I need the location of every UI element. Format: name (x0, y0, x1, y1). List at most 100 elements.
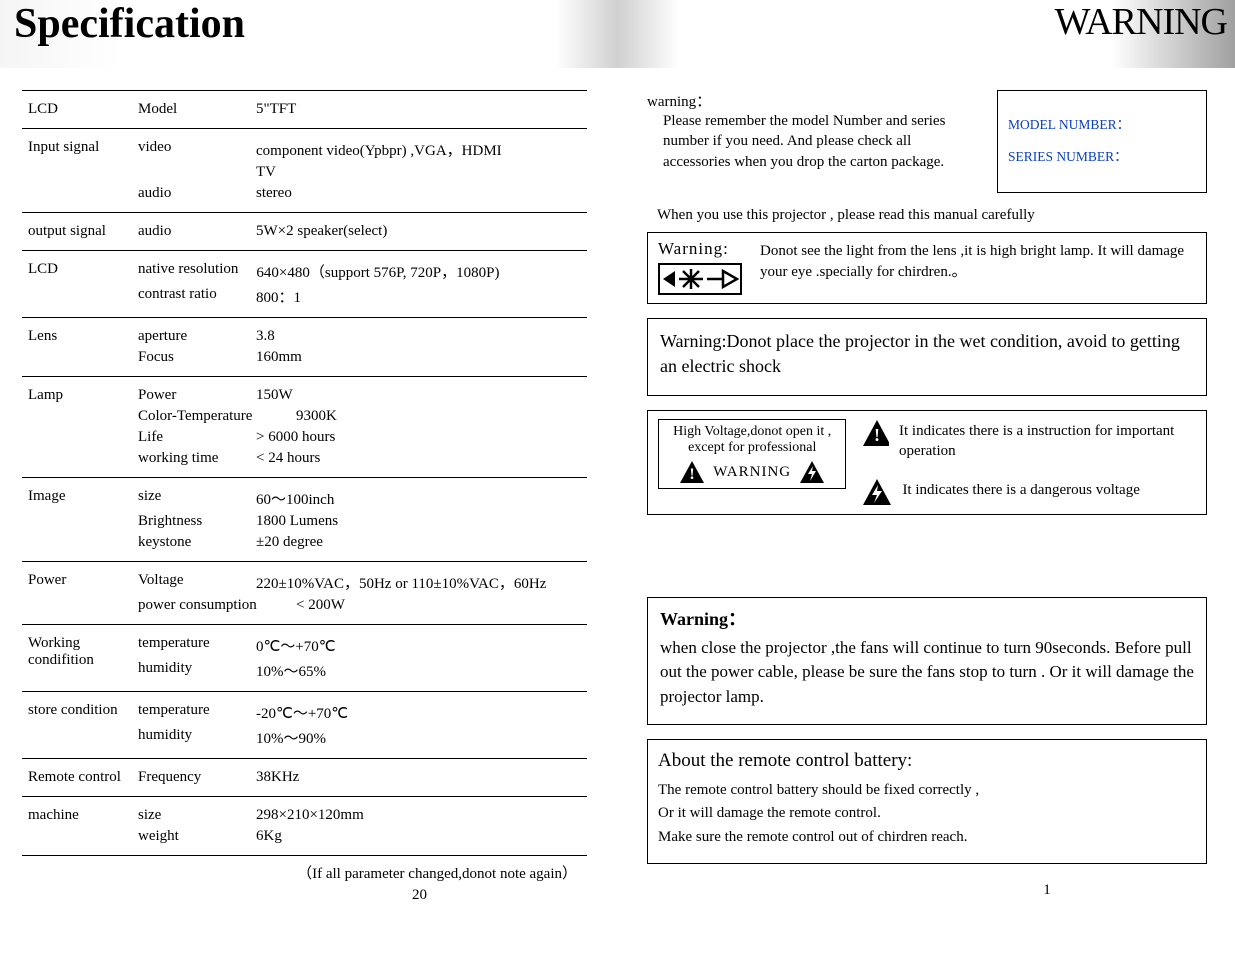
remote-battery-heading: About the remote control battery: (658, 746, 1196, 775)
exclamation-triangle-icon: ! (862, 419, 889, 447)
spec-attrs: aperture 3.8 Focus160mm (138, 328, 302, 366)
spec-attr-name: temperature (138, 702, 238, 723)
series-number-label: SERIES NUMBER： (1008, 141, 1196, 173)
exclamation-triangle-icon: ! (679, 460, 705, 484)
page-number-right: 1 (647, 882, 1207, 899)
voltage-triangle-line: It indicates there is a dangerous voltag… (862, 478, 1196, 506)
spec-attr: TV (138, 164, 502, 181)
spec-row: output signalaudio5W×2 speaker(select) (22, 213, 587, 251)
warning-column: warning： Please remember the model Numbe… (647, 90, 1207, 904)
spec-attr-value: stereo (256, 185, 292, 202)
spec-footnote: （If all parameter changed,donot note aga… (22, 862, 587, 883)
spec-attr-value: 5"TFT (256, 101, 296, 118)
spec-category: Remote control (28, 769, 138, 786)
spec-attr: humidity 10%～65% (138, 660, 336, 681)
spec-attr-value: 10%～65% (256, 660, 326, 681)
spec-attr-name: humidity (138, 660, 238, 681)
lens-warning-icon-block: Warning: (658, 239, 742, 295)
spec-attrs: temperature-20℃～+70℃humidity10%～90% (138, 702, 348, 748)
fan-warning-box: Warning： when close the projector ,the f… (647, 597, 1207, 725)
spec-attr: native resolution640×480（support 576P, 7… (138, 261, 499, 282)
spec-row: LCDModel5"TFT (22, 91, 587, 129)
spec-attr-value: 3.8 (256, 328, 275, 345)
spec-attr-name: Life (138, 429, 238, 446)
warning-intro-body: Please remember the model Number and ser… (647, 111, 961, 172)
spec-attr: Color-Temperature 9300K (138, 408, 337, 425)
spec-attr-value: < 24 hours (256, 450, 320, 467)
fan-warning-body: when close the projector ,the fans will … (660, 636, 1194, 710)
spec-category: LCD (28, 261, 138, 307)
spec-row: LCDnative resolution640×480（support 576P… (22, 251, 587, 318)
spec-attrs: Voltage220±10%VAC，50Hz or 110±10%VAC，60H… (138, 572, 546, 614)
page-number-left: 20 (22, 887, 587, 904)
spec-attr-value: TV (256, 164, 276, 181)
spec-attr-value: 60～100inch (256, 488, 334, 509)
spec-attr-value: 0℃～+70℃ (256, 635, 336, 656)
spec-category: machine (28, 807, 138, 845)
spec-attr-value: 5W×2 speaker(select) (256, 223, 387, 240)
spec-attr-name: Frequency (138, 769, 238, 786)
spec-attrs: size60～100inchBrightness1800 Lumenskeyst… (138, 488, 338, 551)
model-series-box: MODEL NUMBER： SERIES NUMBER： (997, 90, 1207, 193)
read-manual-line: When you use this projector , please rea… (657, 207, 1207, 224)
spec-category: Lamp (28, 387, 138, 467)
spec-attr: weight6Kg (138, 828, 364, 845)
high-voltage-box: High Voltage,donot open it , except for … (647, 410, 1207, 515)
spec-attr-name: size (138, 807, 238, 824)
do-not-look-icon (658, 263, 742, 295)
spec-attr: size 298×210×120mm (138, 807, 364, 824)
spec-attr-value: 800：1 (256, 286, 301, 307)
spec-attr-name: audio (138, 223, 238, 240)
spec-attr-name: power consumption (138, 597, 278, 614)
specification-column: LCDModel5"TFT Input signalvideocomponent … (22, 90, 587, 904)
spec-attrs: temperature0℃～+70℃humidity10%～65% (138, 635, 336, 681)
spec-attr-value: ±20 degree (256, 534, 323, 551)
hv-line2: except for professional (667, 440, 837, 456)
spec-table: LCDModel5"TFT Input signalvideocomponent … (22, 90, 587, 856)
hv-line1: High Voltage,donot open it , (667, 424, 837, 440)
spec-attr: Life> 6000 hours (138, 429, 337, 446)
spec-attr: working time < 24 hours (138, 450, 337, 467)
spec-attr: videocomponent video(Ypbpr) ,VGA，HDMI (138, 139, 502, 160)
spec-attrs: Frequency38KHz (138, 769, 299, 786)
spec-attrs: audio 5W×2 speaker(select) (138, 223, 387, 240)
spec-attr-name: contrast ratio (138, 286, 238, 307)
spec-attr: aperture 3.8 (138, 328, 302, 345)
spec-category: Input signal (28, 139, 138, 202)
spec-attr: keystone±20 degree (138, 534, 338, 551)
spec-attr: Focus160mm (138, 349, 302, 366)
spec-attr-value: 150W (256, 387, 293, 404)
spec-attr: Brightness1800 Lumens (138, 513, 338, 530)
spec-attr: temperature-20℃～+70℃ (138, 702, 348, 723)
spec-attr-value: 160mm (256, 349, 302, 366)
spec-attr-value: 9300K (296, 408, 337, 425)
spec-attr-name: working time (138, 450, 238, 467)
spec-attr-value: 1800 Lumens (256, 513, 338, 530)
spec-row: store conditiontemperature-20℃～+70℃humid… (22, 692, 587, 759)
warning-intro-heading: warning： (647, 90, 961, 111)
lens-warning-box: Warning: Donot see the light from the le… (647, 232, 1207, 304)
voltage-triangle-text: It indicates there is a dangerous voltag… (902, 478, 1139, 500)
spec-attr: power consumption< 200W (138, 597, 546, 614)
spec-attr-name (138, 164, 238, 181)
instruction-triangle-line: ! It indicates there is a instruction fo… (862, 419, 1196, 462)
spec-attrs: native resolution640×480（support 576P, 7… (138, 261, 499, 307)
instruction-triangle-text: It indicates there is a instruction for … (899, 419, 1196, 462)
hv-icon-row: ! WARNING (667, 460, 837, 484)
spec-attr: Power 150W (138, 387, 337, 404)
header-bar: Specification WARNING (0, 0, 1235, 68)
spec-title: Specification (14, 0, 245, 48)
spec-attr-name: aperture (138, 328, 238, 345)
spec-attr-value: 298×210×120mm (256, 807, 364, 824)
spec-attr-name: Color-Temperature (138, 408, 278, 425)
spec-attr-name: Power (138, 387, 238, 404)
spec-attr-name: native resolution (138, 261, 238, 282)
svg-text:!: ! (874, 425, 880, 445)
remote-battery-l2: Or it will damage the remote control. (658, 802, 1196, 825)
spec-attr-value: 10%～90% (256, 727, 326, 748)
spec-category: Power (28, 572, 138, 614)
spec-attr-value: component video(Ypbpr) ,VGA，HDMI (256, 139, 502, 160)
hv-warning-label: WARNING (713, 464, 791, 481)
lens-warning-label: Warning: (658, 239, 729, 259)
spec-attr: contrast ratio 800：1 (138, 286, 499, 307)
